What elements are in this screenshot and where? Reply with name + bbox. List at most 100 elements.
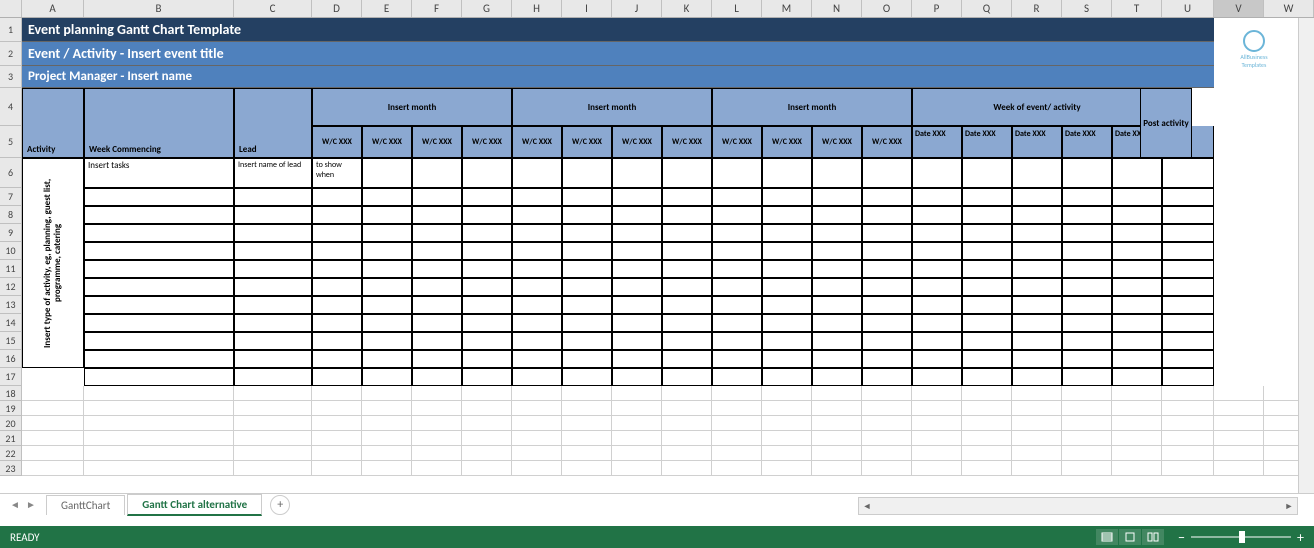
empty-cell[interactable] bbox=[1062, 416, 1112, 431]
gantt-cell[interactable] bbox=[462, 332, 512, 350]
empty-cell[interactable] bbox=[762, 386, 812, 401]
gantt-cell[interactable] bbox=[612, 158, 662, 188]
gantt-cell[interactable] bbox=[862, 206, 912, 224]
gantt-cell[interactable] bbox=[1112, 188, 1162, 206]
empty-cell[interactable] bbox=[412, 401, 462, 416]
column-header[interactable]: V bbox=[1214, 0, 1264, 17]
gantt-cell[interactable] bbox=[962, 260, 1012, 278]
data-cell[interactable] bbox=[84, 242, 234, 260]
empty-cell[interactable] bbox=[412, 386, 462, 401]
gantt-cell[interactable] bbox=[812, 368, 862, 386]
empty-cell[interactable] bbox=[1112, 461, 1162, 476]
empty-cell[interactable] bbox=[562, 461, 612, 476]
empty-cell[interactable] bbox=[962, 416, 1012, 431]
column-header[interactable]: S bbox=[1062, 0, 1112, 17]
empty-cell[interactable] bbox=[862, 461, 912, 476]
gantt-cell[interactable] bbox=[312, 224, 362, 242]
header-post-activity[interactable]: Post activity bbox=[1140, 88, 1192, 158]
gantt-cell[interactable] bbox=[1162, 188, 1214, 206]
data-cell[interactable] bbox=[84, 314, 234, 332]
gantt-cell[interactable] bbox=[662, 314, 712, 332]
gantt-cell[interactable] bbox=[412, 206, 462, 224]
gantt-cell[interactable] bbox=[662, 188, 712, 206]
empty-cell[interactable] bbox=[512, 446, 562, 461]
gantt-cell[interactable] bbox=[1062, 188, 1112, 206]
view-page-break-icon[interactable] bbox=[1142, 529, 1164, 545]
data-cell[interactable] bbox=[234, 206, 312, 224]
empty-cell[interactable] bbox=[812, 461, 862, 476]
empty-cell[interactable] bbox=[412, 446, 462, 461]
gantt-cell[interactable] bbox=[1162, 332, 1214, 350]
empty-cell[interactable] bbox=[84, 446, 234, 461]
empty-cell[interactable] bbox=[1112, 431, 1162, 446]
empty-cell[interactable] bbox=[712, 461, 762, 476]
empty-cell[interactable] bbox=[762, 446, 812, 461]
gantt-cell[interactable] bbox=[562, 158, 612, 188]
empty-cell[interactable] bbox=[22, 446, 84, 461]
empty-cell[interactable] bbox=[1162, 446, 1214, 461]
empty-cell[interactable] bbox=[1012, 386, 1062, 401]
empty-cell[interactable] bbox=[712, 401, 762, 416]
empty-cell[interactable] bbox=[512, 431, 562, 446]
empty-cell[interactable] bbox=[612, 461, 662, 476]
gantt-cell[interactable] bbox=[712, 206, 762, 224]
gantt-cell[interactable] bbox=[1112, 158, 1162, 188]
row-number[interactable]: 18 bbox=[0, 386, 22, 401]
empty-cell[interactable] bbox=[762, 401, 812, 416]
empty-cell[interactable] bbox=[562, 431, 612, 446]
empty-cell[interactable] bbox=[1214, 386, 1264, 401]
gantt-cell[interactable] bbox=[1162, 260, 1214, 278]
gantt-cell[interactable] bbox=[1012, 260, 1062, 278]
empty-cell[interactable] bbox=[412, 461, 462, 476]
gantt-cell[interactable] bbox=[662, 242, 712, 260]
data-cell[interactable] bbox=[84, 260, 234, 278]
empty-cell[interactable] bbox=[662, 416, 712, 431]
empty-cell[interactable] bbox=[912, 416, 962, 431]
empty-cell[interactable] bbox=[1162, 461, 1214, 476]
gantt-cell[interactable] bbox=[412, 314, 462, 332]
empty-cell[interactable] bbox=[312, 446, 362, 461]
gantt-cell[interactable] bbox=[962, 206, 1012, 224]
empty-cell[interactable] bbox=[612, 386, 662, 401]
empty-cell[interactable] bbox=[22, 416, 84, 431]
title-row-1[interactable]: Event planning Gantt Chart Template bbox=[22, 18, 1214, 42]
empty-cell[interactable] bbox=[762, 416, 812, 431]
data-cell[interactable] bbox=[234, 332, 312, 350]
data-cell[interactable] bbox=[234, 350, 312, 368]
gantt-cell[interactable] bbox=[962, 368, 1012, 386]
gantt-cell[interactable] bbox=[462, 242, 512, 260]
gantt-cell[interactable] bbox=[712, 296, 762, 314]
data-cell[interactable] bbox=[234, 368, 312, 386]
column-header[interactable]: P bbox=[912, 0, 962, 17]
gantt-cell[interactable] bbox=[362, 260, 412, 278]
data-cell[interactable] bbox=[234, 224, 312, 242]
empty-cell[interactable] bbox=[712, 446, 762, 461]
gantt-cell[interactable] bbox=[462, 314, 512, 332]
header-activity-upper[interactable] bbox=[22, 88, 84, 126]
header-month-2[interactable]: Insert month bbox=[512, 88, 712, 126]
empty-cell[interactable] bbox=[612, 401, 662, 416]
empty-cell[interactable] bbox=[22, 461, 84, 476]
gantt-cell[interactable] bbox=[1112, 206, 1162, 224]
empty-cell[interactable] bbox=[1062, 401, 1112, 416]
gantt-cell[interactable] bbox=[1012, 350, 1062, 368]
gantt-cell[interactable] bbox=[362, 278, 412, 296]
gantt-cell[interactable] bbox=[812, 206, 862, 224]
data-cell[interactable] bbox=[84, 332, 234, 350]
zoom-thumb[interactable] bbox=[1239, 531, 1245, 543]
wc-header[interactable]: W/C XXX bbox=[612, 126, 662, 158]
empty-cell[interactable] bbox=[1012, 446, 1062, 461]
gantt-cell[interactable] bbox=[462, 206, 512, 224]
empty-cell[interactable] bbox=[712, 386, 762, 401]
tab-nav-prev-icon[interactable]: ◄ bbox=[8, 498, 22, 512]
gantt-cell[interactable] bbox=[662, 296, 712, 314]
gantt-cell[interactable] bbox=[912, 260, 962, 278]
empty-cell[interactable] bbox=[1162, 386, 1214, 401]
empty-cell[interactable] bbox=[312, 416, 362, 431]
empty-cell[interactable] bbox=[234, 416, 312, 431]
empty-cell[interactable] bbox=[662, 401, 712, 416]
empty-cell[interactable] bbox=[1112, 401, 1162, 416]
column-header[interactable]: A bbox=[22, 0, 84, 17]
gantt-cell[interactable] bbox=[1162, 278, 1214, 296]
gantt-cell[interactable] bbox=[362, 206, 412, 224]
